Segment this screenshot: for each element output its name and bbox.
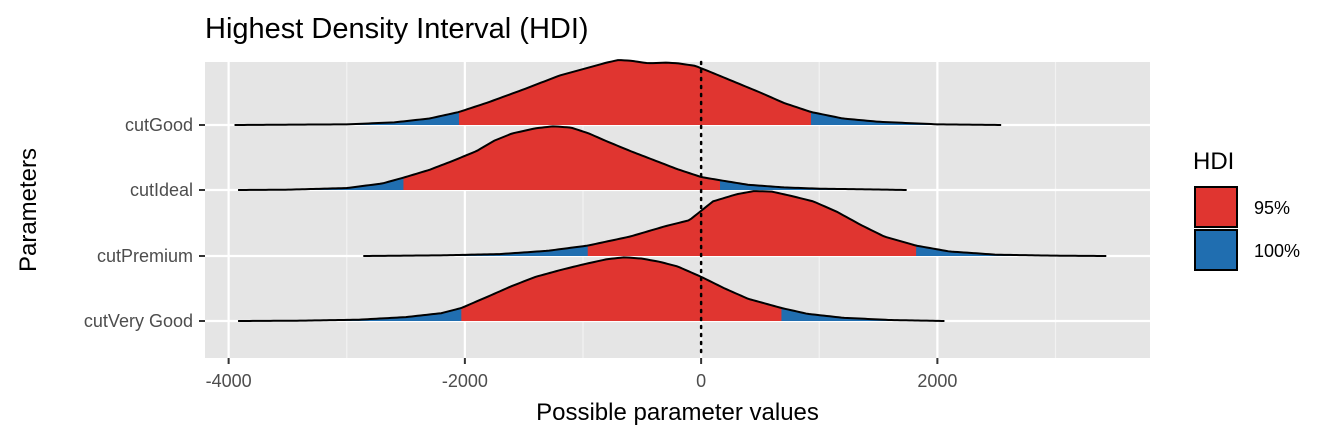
x-axis: -4000 -2000 0 2000 [206,358,957,391]
legend-label: 100% [1254,241,1300,261]
hdi-95-region [587,191,917,256]
legend-label: 95% [1254,198,1290,218]
x-tick-label: 0 [696,371,706,391]
y-tick-label: cutVery Good [84,311,193,331]
density-ridges [234,59,1107,322]
legend-items: 95% 100% [1194,186,1300,271]
density-outline [234,59,1002,126]
x-tick-label: -4000 [206,371,252,391]
ridge-cutpremium [363,190,1107,257]
y-axis: cutGood cutIdeal cutPremium cutVery Good [84,115,205,331]
hdi-95-region [403,126,721,190]
density-outline [238,125,907,191]
y-tick-label: cutIdeal [130,180,193,200]
chart-title: Highest Density Interval (HDI) [205,13,589,45]
x-tick-label: 2000 [917,371,957,391]
y-axis-title: Parameters [15,148,42,272]
x-axis-title: Possible parameter values [536,399,819,426]
legend-swatch [1194,229,1238,271]
x-tick-label: -2000 [442,371,488,391]
legend-swatch [1194,186,1238,228]
legend-title: HDI [1193,148,1234,175]
y-tick-label: cutPremium [97,246,193,266]
density-outline [238,256,945,322]
ridge-cutgood [234,59,1002,126]
y-tick-label: cutGood [125,115,193,135]
density-outline [363,190,1107,257]
legend: HDI 95% 100% [1193,148,1300,271]
ridge-cutideal [238,125,907,191]
hdi-95-region [458,60,811,125]
